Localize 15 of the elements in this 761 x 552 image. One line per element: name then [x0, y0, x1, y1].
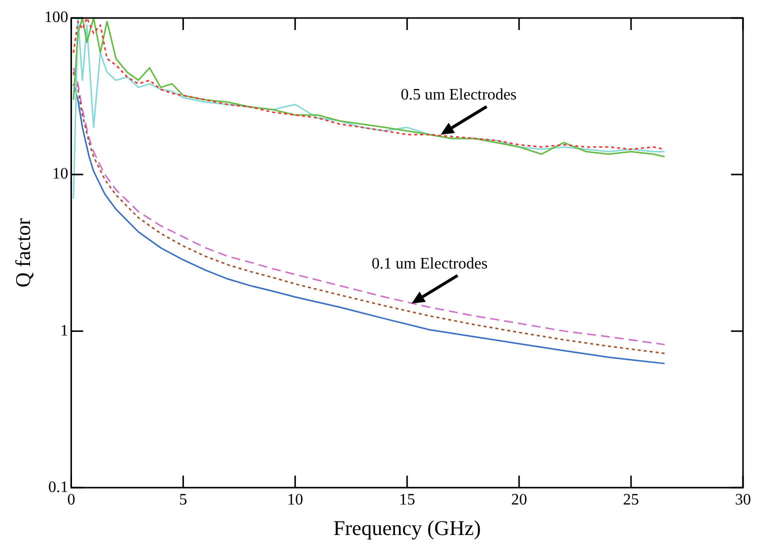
- y-axis-title: Q factor: [11, 218, 36, 288]
- annotation: 0.5 um Electrodes: [400, 86, 517, 104]
- x-tick-label: 15: [399, 491, 416, 508]
- x-tick-label: 30: [735, 491, 751, 508]
- annotation: 0.1 um Electrodes: [372, 256, 488, 273]
- y-tick-label: 10: [52, 166, 68, 183]
- x-tick-label: 25: [623, 491, 640, 508]
- y-tick-label: 0.1: [48, 478, 68, 496]
- x-tick-label: 5: [179, 491, 188, 508]
- x-axis-title: Frequency (GHz): [333, 516, 481, 540]
- x-tick-label: 0: [67, 491, 76, 508]
- y-tick-label: 1: [60, 322, 68, 340]
- y-tick-label: 100: [44, 9, 68, 26]
- x-tick-label: 10: [287, 491, 304, 508]
- x-tick-label: 20: [511, 491, 528, 508]
